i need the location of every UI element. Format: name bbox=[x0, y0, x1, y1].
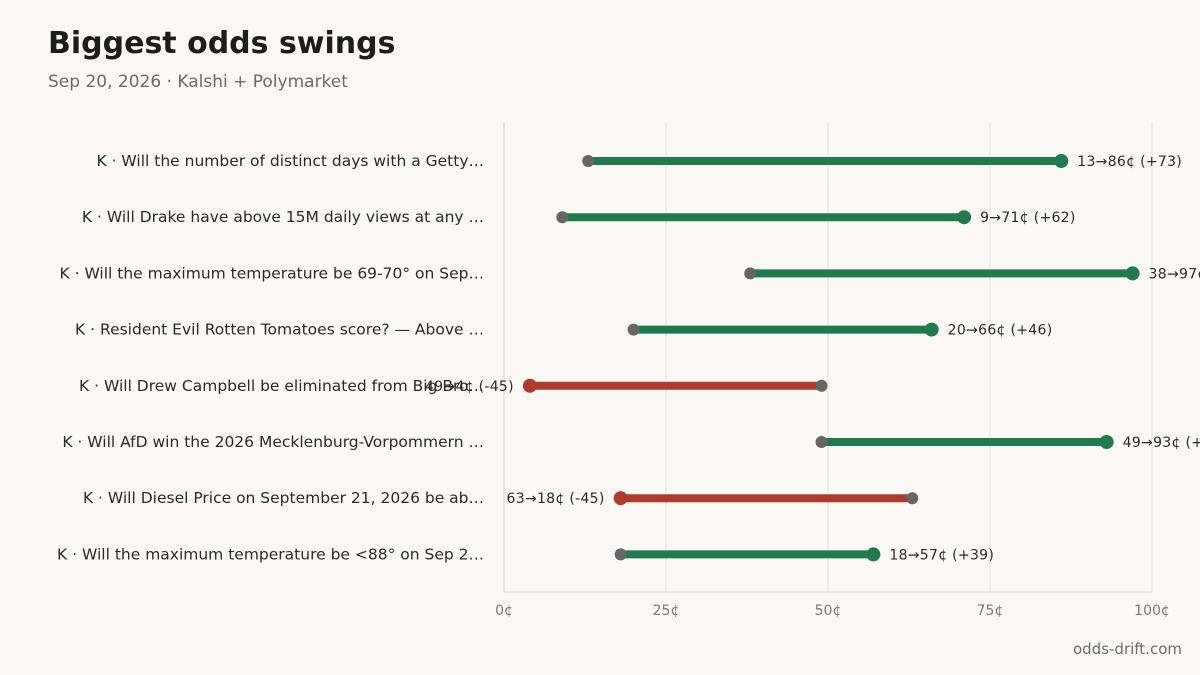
market-label: K · Will Drake have above 15M daily view… bbox=[82, 208, 484, 226]
end-point bbox=[866, 547, 881, 562]
market-label: K · Will the number of distinct days wit… bbox=[96, 152, 484, 170]
start-point bbox=[614, 548, 627, 561]
swing-row: K · Will the number of distinct days wit… bbox=[96, 152, 1182, 170]
source-credit: odds-drift.com bbox=[1072, 640, 1182, 658]
value-label: 20→66¢ (+46) bbox=[948, 323, 1053, 339]
start-point bbox=[556, 211, 569, 224]
end-point bbox=[1099, 435, 1114, 449]
start-point bbox=[815, 436, 828, 448]
start-point bbox=[744, 267, 757, 280]
end-point bbox=[1054, 154, 1069, 168]
value-label: 63→18¢ (-45) bbox=[507, 491, 605, 507]
swing-row: K · Resident Evil Rotten Tomatoes score?… bbox=[75, 321, 1052, 339]
swing-row: K · Will the maximum temperature be <88°… bbox=[57, 545, 994, 563]
end-point bbox=[522, 378, 537, 393]
chart-subtitle: Sep 20, 2026 · Kalshi + Polymarket bbox=[48, 72, 348, 92]
swing-row: K · Will Diesel Price on September 21, 2… bbox=[83, 489, 919, 507]
swing-row: K · Will Drake have above 15M daily view… bbox=[82, 208, 1076, 226]
market-label: K · Will the maximum temperature be <88°… bbox=[57, 545, 484, 563]
value-label: 38→97¢ (+59) bbox=[1149, 266, 1200, 282]
end-point bbox=[1125, 266, 1140, 281]
x-tick-label: 0¢ bbox=[495, 603, 513, 619]
x-tick-label: 75¢ bbox=[977, 603, 1004, 619]
swing-row: K · Will AfD win the 2026 Mecklenburg-Vo… bbox=[62, 433, 1200, 451]
start-point bbox=[815, 379, 828, 392]
value-label: 49→93¢ (+44) bbox=[1123, 435, 1200, 451]
x-tick-label: 100¢ bbox=[1134, 603, 1170, 619]
market-label: K · Will AfD win the 2026 Mecklenburg-Vo… bbox=[62, 433, 484, 451]
rows-layer: K · Will the number of distinct days wit… bbox=[57, 152, 1200, 563]
swing-row: K · Will the maximum temperature be 69-7… bbox=[60, 264, 1200, 282]
value-label: 18→57¢ (+39) bbox=[889, 547, 994, 563]
value-label: 49→4¢ (-45) bbox=[425, 379, 514, 395]
grid-layer bbox=[503, 122, 1153, 593]
market-label: K · Will Drew Campbell be eliminated fro… bbox=[79, 377, 484, 395]
swing-row: K · Will Drew Campbell be eliminated fro… bbox=[79, 377, 828, 395]
start-point bbox=[627, 323, 640, 336]
start-point bbox=[906, 492, 919, 505]
x-tick-label: 50¢ bbox=[815, 603, 842, 619]
end-point bbox=[957, 210, 972, 225]
x-tick-label: 25¢ bbox=[653, 603, 680, 619]
market-label: K · Resident Evil Rotten Tomatoes score?… bbox=[75, 321, 484, 339]
market-label: K · Will the maximum temperature be 69-7… bbox=[60, 264, 485, 282]
value-label: 13→86¢ (+73) bbox=[1077, 154, 1182, 170]
end-point bbox=[613, 491, 628, 506]
value-label: 9→71¢ (+62) bbox=[980, 210, 1076, 226]
start-point bbox=[582, 155, 595, 167]
chart-title: Biggest odds swings bbox=[48, 26, 396, 61]
end-point bbox=[924, 322, 939, 337]
market-label: K · Will Diesel Price on September 21, 2… bbox=[83, 489, 484, 507]
x-axis: 0¢ 25¢ 50¢ 75¢ 100¢ bbox=[495, 603, 1170, 619]
